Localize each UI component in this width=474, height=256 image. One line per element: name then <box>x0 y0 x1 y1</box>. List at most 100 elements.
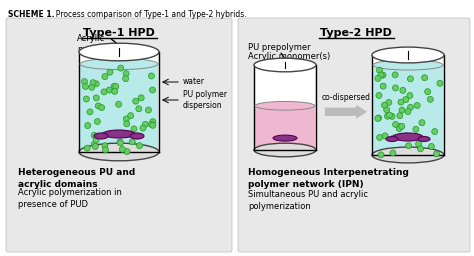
Bar <box>254 65 316 150</box>
Circle shape <box>123 71 129 77</box>
Text: water: water <box>183 78 205 87</box>
Circle shape <box>400 87 406 93</box>
Text: Heterogeneous PU and
acrylic domains: Heterogeneous PU and acrylic domains <box>18 168 135 189</box>
Circle shape <box>119 146 125 152</box>
Circle shape <box>94 119 100 124</box>
Circle shape <box>408 76 413 82</box>
Circle shape <box>111 83 117 89</box>
Circle shape <box>391 135 397 141</box>
Ellipse shape <box>80 58 158 70</box>
Circle shape <box>92 144 98 150</box>
Ellipse shape <box>254 143 316 157</box>
Circle shape <box>392 72 398 78</box>
Circle shape <box>396 126 402 132</box>
Circle shape <box>408 104 413 110</box>
Circle shape <box>112 88 118 94</box>
Circle shape <box>375 115 381 121</box>
Circle shape <box>392 121 399 127</box>
Circle shape <box>99 104 105 111</box>
Circle shape <box>428 96 433 102</box>
Circle shape <box>382 102 387 108</box>
Circle shape <box>384 107 390 113</box>
Circle shape <box>380 72 386 78</box>
Circle shape <box>102 73 108 80</box>
Circle shape <box>399 107 405 113</box>
Circle shape <box>137 143 143 149</box>
Ellipse shape <box>94 133 108 139</box>
Circle shape <box>133 98 139 104</box>
Circle shape <box>102 143 108 149</box>
Circle shape <box>107 69 113 75</box>
Circle shape <box>129 139 135 145</box>
Circle shape <box>378 152 384 158</box>
Text: Process comparison of Type-1 and Type-2 hybrids.: Process comparison of Type-1 and Type-2 … <box>51 10 246 19</box>
Ellipse shape <box>79 143 159 161</box>
Circle shape <box>390 150 396 156</box>
Circle shape <box>131 126 137 132</box>
Circle shape <box>118 65 124 71</box>
Bar <box>255 65 315 106</box>
Circle shape <box>384 113 391 119</box>
Circle shape <box>89 84 95 90</box>
Ellipse shape <box>386 136 398 142</box>
Circle shape <box>405 109 411 115</box>
Circle shape <box>85 123 91 129</box>
Circle shape <box>375 76 381 81</box>
Circle shape <box>124 148 130 155</box>
Circle shape <box>375 115 382 121</box>
Circle shape <box>123 116 129 122</box>
Circle shape <box>106 87 112 93</box>
Ellipse shape <box>372 147 444 163</box>
Circle shape <box>83 96 89 102</box>
Circle shape <box>413 126 419 132</box>
Ellipse shape <box>254 58 316 72</box>
Text: PU polymer
dispersion: PU polymer dispersion <box>183 90 227 110</box>
Text: co-dispersed: co-dispersed <box>321 93 371 102</box>
Circle shape <box>101 132 107 138</box>
Circle shape <box>150 122 156 128</box>
Circle shape <box>91 142 97 147</box>
Text: Acrylic
monomers: Acrylic monomers <box>77 34 122 54</box>
Circle shape <box>148 73 155 79</box>
Circle shape <box>123 76 128 82</box>
Circle shape <box>149 87 155 93</box>
Circle shape <box>146 107 152 113</box>
Circle shape <box>84 145 90 151</box>
Circle shape <box>142 121 148 127</box>
Ellipse shape <box>273 135 297 141</box>
Text: Type-1 HPD: Type-1 HPD <box>83 28 155 38</box>
Bar <box>373 55 443 65</box>
FancyBboxPatch shape <box>6 18 232 252</box>
Circle shape <box>136 106 142 112</box>
Circle shape <box>418 146 424 152</box>
Circle shape <box>392 85 399 91</box>
Circle shape <box>403 133 410 139</box>
Circle shape <box>434 151 439 157</box>
Circle shape <box>419 120 425 126</box>
Circle shape <box>138 95 144 101</box>
Circle shape <box>380 83 386 89</box>
Ellipse shape <box>103 130 135 138</box>
Circle shape <box>87 109 93 115</box>
Circle shape <box>377 134 383 141</box>
Circle shape <box>376 92 382 99</box>
Circle shape <box>386 100 392 105</box>
Circle shape <box>389 113 395 119</box>
Circle shape <box>403 97 409 103</box>
Circle shape <box>437 80 443 86</box>
Text: Homogeneous Interpenetrating
polymer network (IPN): Homogeneous Interpenetrating polymer net… <box>248 168 409 189</box>
Text: Simultaneous PU and acrylic
polymerization: Simultaneous PU and acrylic polymerizati… <box>248 190 368 211</box>
Circle shape <box>425 89 431 95</box>
Text: Type-2 HPD: Type-2 HPD <box>320 28 392 38</box>
Circle shape <box>124 121 130 127</box>
Circle shape <box>91 132 97 138</box>
Ellipse shape <box>255 101 315 110</box>
Text: SCHEME 1.: SCHEME 1. <box>8 10 55 19</box>
Ellipse shape <box>393 133 423 141</box>
Circle shape <box>113 83 119 89</box>
Circle shape <box>93 81 99 87</box>
Circle shape <box>422 75 428 81</box>
Circle shape <box>398 99 404 105</box>
Ellipse shape <box>418 136 430 142</box>
Circle shape <box>93 137 99 143</box>
